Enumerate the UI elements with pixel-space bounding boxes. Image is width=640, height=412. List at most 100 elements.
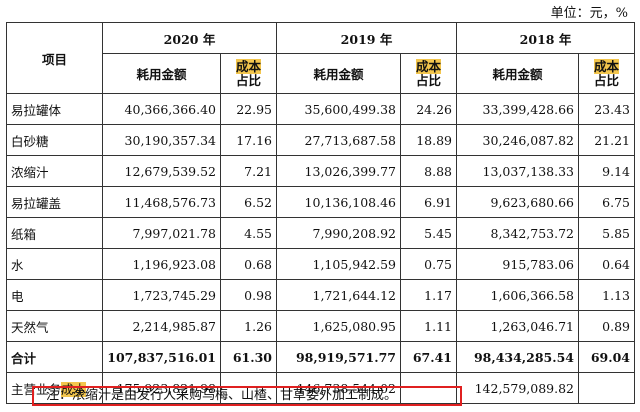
ratio-2020: 17.16 xyxy=(220,124,277,156)
total-ratio-2020: 61.30 xyxy=(220,341,277,373)
amount-2020: 11,468,576.73 xyxy=(102,186,221,218)
amount-2018: 8,342,753.72 xyxy=(456,217,579,249)
header-ratio-2018: 成本 占比 xyxy=(578,53,635,94)
table-row: 浓缩汁 12,679,539.52 7.21 13,026,399.77 8.88 13,… xyxy=(6,155,635,187)
header-ratio-2020: 成本 占比 xyxy=(220,53,277,94)
header-year-2020: 2020 年 xyxy=(102,22,277,54)
amount-2019: 1,625,080.95 xyxy=(276,310,401,342)
row-label: 白砂糖 xyxy=(6,124,103,156)
row-label: 纸箱 xyxy=(6,217,103,249)
amount-2019: 27,713,687.58 xyxy=(276,124,401,156)
amount-2020: 2,214,985.87 xyxy=(102,310,221,342)
amount-2020: 30,190,357.34 xyxy=(102,124,221,156)
amount-2018: 9,623,680.66 xyxy=(456,186,579,218)
ratio-2018: 0.64 xyxy=(578,248,635,280)
ratio-highlight: 成本 xyxy=(415,58,441,74)
ratio-2018: 6.75 xyxy=(578,186,635,218)
header-amount-2018: 耗用金额 xyxy=(456,53,579,94)
footnote: 注：浓缩汁是由发行人采购乌梅、山楂、甘草委外加工制成。 xyxy=(32,386,462,406)
ratio-2018: 21.21 xyxy=(578,124,635,156)
ratio-rest: 占比 xyxy=(415,72,441,88)
main-amount-2019: 146,738,544.02 xyxy=(276,372,401,404)
ratio-2018: 5.85 xyxy=(578,217,635,249)
total-ratio-2018: 69.04 xyxy=(578,341,635,373)
amount-2020: 40,366,366.40 xyxy=(102,93,221,125)
amount-2020: 1,196,923.08 xyxy=(102,248,221,280)
ratio-2020: 7.21 xyxy=(220,155,277,187)
table-row: 易拉罐体 40,366,366.40 22.95 35,600,499.38 24.26… xyxy=(6,93,635,125)
ratio-2019: 18.89 xyxy=(400,124,457,156)
header-ratio-2019: 成本 占比 xyxy=(400,53,457,94)
amount-2018: 1,263,046.71 xyxy=(456,310,579,342)
ratio-2018: 9.14 xyxy=(578,155,635,187)
table-row: 纸箱 7,997,021.78 4.55 7,990,208.92 5.45 8,342,… xyxy=(6,217,635,249)
ratio-highlight: 成本 xyxy=(593,58,619,74)
total-amount-2020: 107,837,516.01 xyxy=(102,341,221,373)
main-ratio-2018-empty xyxy=(578,372,635,404)
row-label: 水 xyxy=(6,248,103,280)
header-amount-2019: 耗用金额 xyxy=(276,53,401,94)
total-row: 合计 107,837,516.01 61.30 98,919,571.77 67.41 9… xyxy=(6,341,635,373)
amount-2018: 1,606,366.58 xyxy=(456,279,579,311)
header-year-2018: 2018 年 xyxy=(456,22,635,54)
main-business-label: 主营业务成本 xyxy=(6,372,103,404)
total-ratio-2019: 67.41 xyxy=(400,341,457,373)
main-label-highlight: 成本 xyxy=(61,381,87,397)
amount-2019: 7,990,208.92 xyxy=(276,217,401,249)
total-label: 合计 xyxy=(6,341,103,373)
table-row: 水 1,196,923.08 0.68 1,105,942.59 0.75 915,783… xyxy=(6,248,635,280)
main-ratio-2020-empty xyxy=(220,372,277,404)
main-label-prefix: 主营业务 xyxy=(11,381,62,397)
amount-2019: 35,600,499.38 xyxy=(276,93,401,125)
amount-2020: 12,679,539.52 xyxy=(102,155,221,187)
header-item: 项目 xyxy=(6,22,103,94)
ratio-2020: 6.52 xyxy=(220,186,277,218)
cost-table: 项目 2020 年 2019 年 2018 年 耗用金额 成本 占比 耗用金额 成… xyxy=(6,22,635,404)
main-amount-2018: 142,579,089.82 xyxy=(456,372,579,404)
ratio-2020: 0.68 xyxy=(220,248,277,280)
table-row: 天然气 2,214,985.87 1.26 1,625,080.95 1.11 1,263… xyxy=(6,310,635,342)
main-business-row: 主营业务成本 175,923,821.98 146,738,544.02 142,57… xyxy=(6,372,635,404)
header-year-2019: 2019 年 xyxy=(276,22,457,54)
row-label: 易拉罐盖 xyxy=(6,186,103,218)
amount-2020: 1,723,745.29 xyxy=(102,279,221,311)
ratio-rest: 占比 xyxy=(593,72,619,88)
table-row: 电 1,723,745.29 0.98 1,721,644.12 1.17 1,606,3… xyxy=(6,279,635,311)
main-amount-2020: 175,923,821.98 xyxy=(102,372,221,404)
ratio-2019: 0.75 xyxy=(400,248,457,280)
ratio-2019: 8.88 xyxy=(400,155,457,187)
amount-2019: 1,105,942.59 xyxy=(276,248,401,280)
row-label: 天然气 xyxy=(6,310,103,342)
amount-2020: 7,997,021.78 xyxy=(102,217,221,249)
ratio-2018: 1.13 xyxy=(578,279,635,311)
ratio-2020: 1.26 xyxy=(220,310,277,342)
ratio-2019: 5.45 xyxy=(400,217,457,249)
header-amount-2020: 耗用金额 xyxy=(102,53,221,94)
ratio-2020: 22.95 xyxy=(220,93,277,125)
ratio-2019: 1.11 xyxy=(400,310,457,342)
ratio-2020: 0.98 xyxy=(220,279,277,311)
total-amount-2019: 98,919,571.77 xyxy=(276,341,401,373)
row-label: 电 xyxy=(6,279,103,311)
total-amount-2018: 98,434,285.54 xyxy=(456,341,579,373)
unit-note: 单位：元，% xyxy=(550,6,628,21)
ratio-rest: 占比 xyxy=(235,72,261,88)
ratio-2018: 0.89 xyxy=(578,310,635,342)
row-label: 浓缩汁 xyxy=(6,155,103,187)
ratio-2019: 1.17 xyxy=(400,279,457,311)
table-row: 白砂糖 30,190,357.34 17.16 27,713,687.58 18.89 3… xyxy=(6,124,635,156)
amount-2019: 13,026,399.77 xyxy=(276,155,401,187)
row-label: 易拉罐体 xyxy=(6,93,103,125)
amount-2018: 915,783.06 xyxy=(456,248,579,280)
amount-2019: 1,721,644.12 xyxy=(276,279,401,311)
amount-2019: 10,136,108.46 xyxy=(276,186,401,218)
amount-2018: 30,246,087.82 xyxy=(456,124,579,156)
ratio-2019: 6.91 xyxy=(400,186,457,218)
amount-2018: 13,037,138.33 xyxy=(456,155,579,187)
ratio-2020: 4.55 xyxy=(220,217,277,249)
ratio-2019: 24.26 xyxy=(400,93,457,125)
ratio-highlight: 成本 xyxy=(235,58,261,74)
table-row: 易拉罐盖 11,468,576.73 6.52 10,136,108.46 6.91 9,… xyxy=(6,186,635,218)
amount-2018: 33,399,428.66 xyxy=(456,93,579,125)
ratio-2018: 23.43 xyxy=(578,93,635,125)
